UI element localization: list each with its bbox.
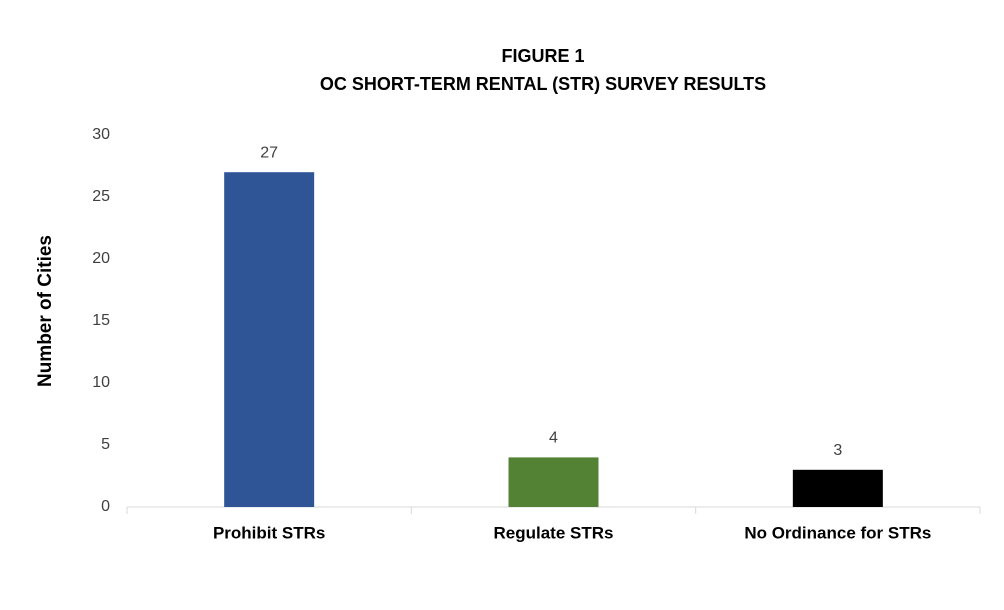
y-tick-label: 10 (92, 374, 110, 391)
y-tick-label: 15 (92, 312, 110, 329)
x-tick-label: No Ordinance for STRs (744, 523, 931, 542)
y-tick-label: 0 (101, 498, 110, 515)
y-axis-label: Number of Cities (35, 235, 56, 387)
data-label: 3 (833, 442, 842, 459)
chart-title: FIGURE 1 (501, 46, 584, 66)
bar (224, 172, 315, 507)
bar (508, 457, 599, 507)
data-label: 27 (260, 144, 278, 161)
y-tick-label: 25 (92, 188, 110, 205)
y-tick-label: 5 (101, 436, 110, 453)
y-tick-label: 30 (92, 126, 110, 143)
data-label: 4 (549, 430, 558, 447)
y-tick-label: 20 (92, 250, 110, 267)
x-tick-label: Regulate STRs (494, 523, 614, 542)
x-tick-label: Prohibit STRs (213, 523, 325, 542)
bar (792, 469, 883, 507)
chart-subtitle: OC SHORT-TERM RENTAL (STR) SURVEY RESULT… (320, 74, 766, 94)
